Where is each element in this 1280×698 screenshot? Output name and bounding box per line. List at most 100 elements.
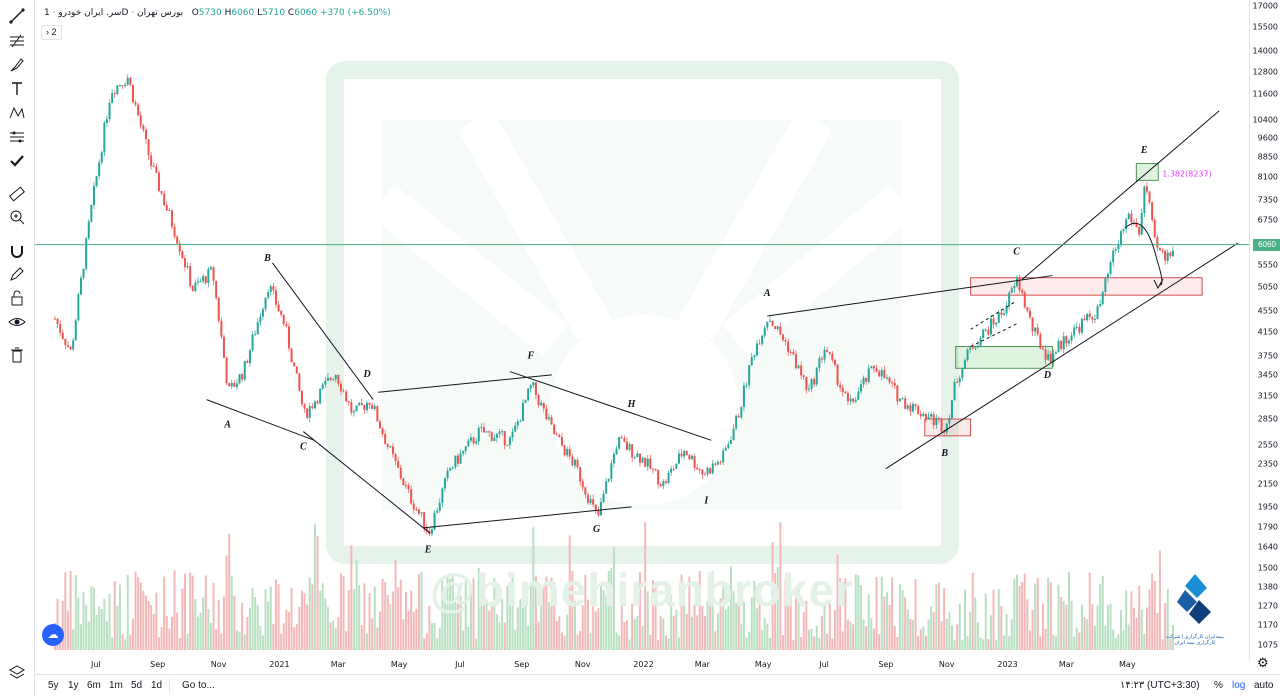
- trash-icon[interactable]: [7, 345, 27, 365]
- volume-bar: [514, 629, 517, 650]
- candle-body: [423, 512, 426, 529]
- tradingview-logo-icon[interactable]: ☁: [42, 624, 64, 646]
- volume-bar: [963, 589, 966, 650]
- candle-body: [376, 406, 379, 422]
- fib-tool-icon[interactable]: [7, 31, 27, 51]
- volume-bar: [352, 589, 355, 650]
- volume-bar: [1083, 616, 1086, 650]
- price-axis[interactable]: 17000 15500 14000 12800 11600 10400 9600 8850 81…: [1249, 0, 1280, 660]
- candle-body: [66, 345, 69, 348]
- period-1m-button[interactable]: 1m: [109, 680, 123, 691]
- magnet-icon[interactable]: [7, 241, 27, 261]
- volume-bar: [215, 629, 218, 650]
- candle-body: [880, 370, 883, 377]
- volume-bar: [1060, 596, 1063, 650]
- volume-bar: [527, 625, 530, 650]
- volume-bar: [555, 620, 558, 650]
- auto-toggle[interactable]: auto: [1254, 680, 1274, 691]
- volume-bar: [113, 580, 116, 650]
- candle-body: [95, 176, 98, 187]
- period-5d-button[interactable]: 5d: [131, 680, 143, 691]
- candle-body: [875, 368, 878, 372]
- volume-bar: [77, 597, 80, 650]
- candle-body: [1125, 219, 1128, 230]
- volume-bar: [160, 627, 163, 650]
- volume-bar: [683, 604, 686, 650]
- percent-toggle[interactable]: %: [1214, 680, 1223, 691]
- candle-body: [300, 390, 303, 405]
- pattern-tool-icon[interactable]: [7, 103, 27, 123]
- volume-bar: [628, 639, 631, 650]
- candle-body: [597, 510, 600, 516]
- candle-body: [945, 423, 948, 433]
- period-1d-button[interactable]: 1d: [151, 680, 163, 691]
- volume-bar: [1171, 624, 1174, 650]
- volume-bar: [644, 522, 647, 650]
- price-tick-label: 11600: [1252, 89, 1278, 99]
- volume-bar: [568, 535, 571, 650]
- volume-bar: [285, 609, 288, 650]
- candle-body: [420, 512, 423, 514]
- candle-body: [636, 453, 639, 458]
- settings-gear-icon[interactable]: ⚙: [1257, 655, 1269, 670]
- candle-body: [1044, 349, 1047, 360]
- volume-bar: [675, 609, 678, 650]
- volume-bar: [1047, 577, 1050, 650]
- text-tool-icon[interactable]: [7, 79, 27, 99]
- volume-bar: [423, 638, 426, 650]
- price-chart[interactable]: A B C D E F H G I A B C D E 1.382(8237): [35, 0, 1249, 660]
- volume-bar: [503, 622, 506, 650]
- candle-body: [163, 193, 166, 206]
- time-tick-label: Mar: [330, 660, 346, 669]
- volume-bar: [74, 575, 77, 650]
- candle-body: [103, 122, 106, 153]
- clock[interactable]: ۱۴:۲۳ (UTC+3:30): [1120, 680, 1200, 691]
- volume-bar: [558, 616, 561, 650]
- time-tick-label: May: [754, 660, 772, 669]
- goto-button[interactable]: Go to...: [182, 680, 215, 691]
- symbol-name[interactable]: سر. ایران خودرو: [58, 8, 122, 18]
- volume-bar: [246, 617, 249, 650]
- volume-bar: [498, 622, 501, 650]
- candle-body: [612, 453, 615, 464]
- volume-bar: [758, 583, 761, 650]
- layers-icon[interactable]: [7, 662, 27, 682]
- volume-bar: [490, 604, 493, 650]
- lock-icon[interactable]: [7, 288, 27, 308]
- ruler-icon[interactable]: [7, 184, 27, 204]
- period-6m-button[interactable]: 6m: [87, 680, 101, 691]
- candle-body: [319, 388, 322, 404]
- candle-body: [753, 355, 756, 358]
- period-5y-button[interactable]: 5y: [48, 680, 59, 691]
- log-toggle[interactable]: log: [1232, 680, 1246, 691]
- volume-bar: [1031, 609, 1034, 650]
- volume-bar: [360, 625, 363, 650]
- eye-icon[interactable]: [7, 312, 27, 332]
- volume-bar: [165, 615, 168, 650]
- candle-body: [592, 499, 595, 505]
- trend-lines[interactable]: [206, 110, 1239, 534]
- candle-body: [641, 457, 644, 463]
- brush-icon[interactable]: [7, 55, 27, 75]
- volume-bar: [631, 603, 634, 650]
- indicators-collapse-button[interactable]: › 2: [41, 25, 62, 40]
- projection-arrowhead: [1153, 278, 1164, 290]
- candle-body: [672, 468, 675, 470]
- candle-body: [961, 368, 964, 379]
- volume-bar: [820, 615, 823, 650]
- candle-body: [735, 415, 738, 429]
- interval[interactable]: 1D: [44, 8, 129, 18]
- volume-bar: [599, 583, 602, 650]
- volume-bar: [1119, 610, 1122, 650]
- volume-bar: [300, 590, 303, 650]
- checkmark-icon[interactable]: [7, 151, 27, 171]
- volume-bar: [885, 592, 888, 650]
- zoom-in-icon[interactable]: [7, 207, 27, 227]
- drawing-lock-pen-icon[interactable]: [7, 264, 27, 284]
- time-tick-label: 2021: [269, 660, 290, 669]
- trend-line-icon[interactable]: [7, 6, 27, 26]
- volume-bar: [222, 596, 225, 650]
- prediction-tool-icon[interactable]: [7, 127, 27, 147]
- period-1y-button[interactable]: 1y: [68, 680, 79, 691]
- volume-bar: [282, 623, 285, 650]
